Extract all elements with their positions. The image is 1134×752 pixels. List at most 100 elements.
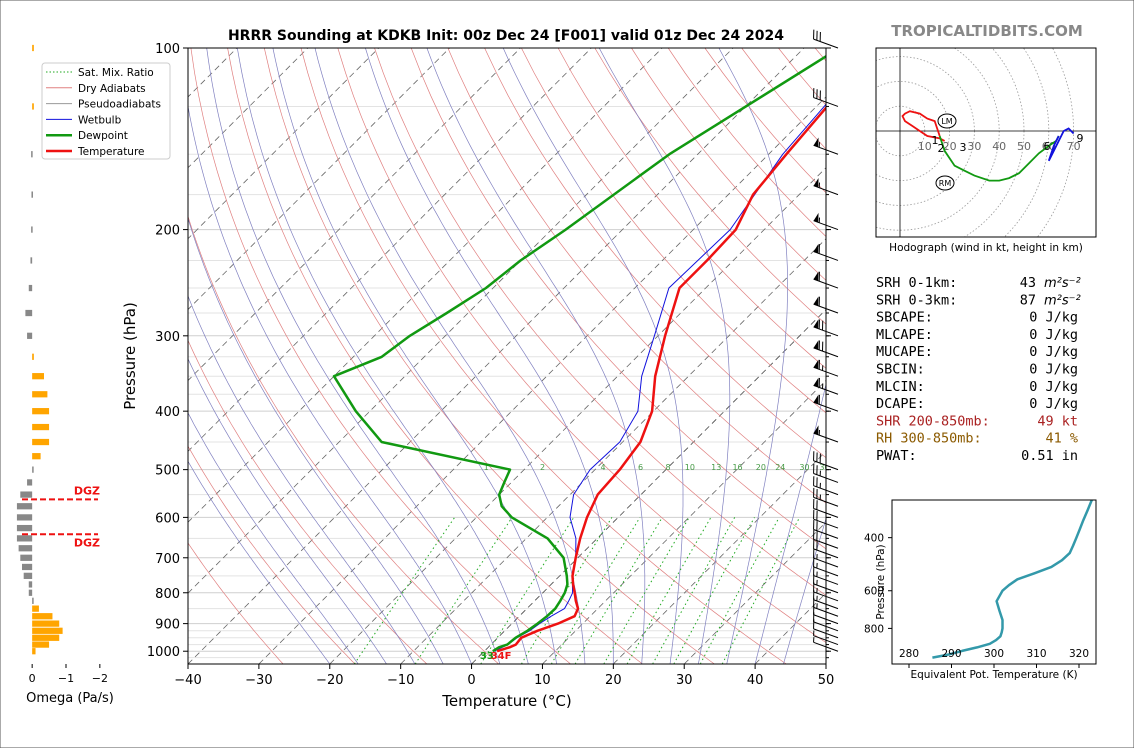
x-tick-label: −30: [245, 673, 272, 688]
omega-bar: [20, 555, 32, 561]
x-tick-label: 50: [818, 673, 835, 688]
omega-bar: [31, 151, 33, 157]
theta-e-x-label: Equivalent Pot. Temperature (K): [910, 669, 1077, 681]
index-unit: m²s⁻²: [1044, 276, 1081, 291]
brand-watermark: TROPICALTIDBITS.COM: [891, 22, 1083, 40]
index-value: 0 J/kg: [1029, 379, 1078, 395]
y-tick-label: 300: [155, 330, 180, 345]
index-value: 87: [1020, 292, 1036, 308]
omega-bar: [17, 535, 32, 541]
index-label: SHR 200-850mb:: [876, 413, 990, 429]
omega-bar: [32, 635, 59, 641]
omega-bar: [19, 545, 33, 551]
omega-bar: [32, 641, 49, 647]
theta-e-y-tick-label: 800: [864, 623, 884, 635]
index-label: PWAT:: [876, 448, 917, 464]
y-axis-label: Pressure (hPa): [121, 302, 139, 410]
x-tick-label: 10: [534, 673, 551, 688]
legend-label: Sat. Mix. Ratio: [78, 67, 154, 79]
y-tick-label: 700: [155, 552, 180, 567]
mixing-ratio-label: 2: [540, 463, 545, 472]
x-tick-label: 0: [467, 673, 475, 688]
index-unit: m²s⁻²: [1044, 293, 1081, 308]
omega-bar: [17, 503, 32, 509]
omega-bar: [29, 590, 32, 596]
dgz-label: DGZ: [74, 484, 100, 497]
y-tick-label: 400: [155, 405, 180, 420]
theta-e-y-label: Pressure (hPa): [875, 544, 887, 619]
theta-e-x-tick-label: 310: [1026, 648, 1046, 660]
index-label: RH 300-850mb:: [876, 431, 982, 447]
omega-bar: [22, 564, 32, 570]
omega-bar: [17, 514, 32, 520]
legend-label: Dry Adiabats: [78, 83, 146, 95]
mixing-ratio-label: 4: [601, 463, 606, 472]
omega-bar: [32, 373, 44, 379]
mixing-ratio-label: 20: [756, 463, 766, 472]
y-tick-label: 900: [155, 618, 180, 633]
omega-bar: [32, 628, 62, 634]
mixing-ratio-label: 16: [732, 463, 742, 472]
omega-bar: [29, 581, 32, 587]
theta-e-y-tick-label: 400: [864, 533, 884, 545]
y-tick-label: 200: [155, 224, 180, 239]
y-tick-label: 100: [155, 42, 180, 57]
hodo-height-label: 3: [960, 141, 967, 154]
omega-bar: [32, 453, 40, 459]
x-tick-label: 40: [747, 673, 764, 688]
omega-bar: [32, 424, 49, 430]
omega-bar: [32, 354, 34, 360]
index-value: 0 J/kg: [1029, 310, 1078, 326]
omega-bar: [32, 467, 34, 473]
x-tick-label: 30: [676, 673, 693, 688]
hodo-ring-label: 50: [1017, 140, 1031, 153]
x-tick-label: −20: [316, 673, 343, 688]
x-tick-label: −10: [387, 673, 414, 688]
index-value: 49 kt: [1037, 413, 1078, 429]
hodo-ring-label: 40: [992, 140, 1006, 153]
theta-e-x-tick-label: 300: [984, 648, 1004, 660]
index-value: 0 J/kg: [1029, 362, 1078, 378]
omega-bar: [31, 191, 32, 197]
mixing-ratio-label: 10: [685, 463, 695, 472]
dgz-label: DGZ: [74, 536, 100, 549]
omega-bar: [24, 573, 32, 579]
legend: Sat. Mix. Ratio Dry Adiabats Pseudoadiabat…: [42, 63, 170, 159]
y-tick-label: 800: [155, 587, 180, 602]
index-label: SBCIN:: [876, 362, 925, 378]
mixing-ratio-label: 24: [775, 463, 785, 472]
legend-label: Dewpoint: [78, 130, 128, 142]
legend-label: Wetbulb: [78, 114, 122, 126]
omega-axis-label: Omega (Pa/s): [26, 691, 114, 706]
index-value: 41 %: [1045, 431, 1078, 447]
omega-tick-label: 0: [29, 672, 36, 685]
omega-bar: [30, 257, 32, 263]
y-tick-label: 600: [155, 511, 180, 526]
index-value: 0 J/kg: [1029, 344, 1078, 360]
omega-bar: [20, 491, 32, 497]
mixing-ratio-label: 13: [711, 463, 721, 472]
theta-e-x-tick-label: 320: [1069, 648, 1089, 660]
theta-e-x-tick-label: 290: [941, 648, 961, 660]
omega-bar: [32, 439, 49, 445]
surface-temp-label: 34F: [491, 651, 512, 662]
omega-bar: [32, 408, 49, 414]
omega-bar: [32, 45, 34, 51]
omega-bar: [31, 226, 33, 232]
hodo-ring-label: 30: [967, 140, 981, 153]
index-label: MUCAPE:: [876, 344, 933, 360]
x-tick-label: 20: [605, 673, 622, 688]
mixing-ratio-label: 30: [799, 463, 809, 472]
legend-label: Pseudoadiabats: [78, 99, 161, 111]
omega-bar: [25, 310, 32, 316]
omega-bar: [27, 479, 32, 485]
index-value: 0 J/kg: [1029, 327, 1078, 343]
omega-tick-label: −1: [58, 672, 74, 685]
index-label: SBCAPE:: [876, 310, 933, 326]
omega-bar: [27, 333, 32, 339]
x-tick-label: −40: [174, 673, 201, 688]
omega-bar: [32, 648, 35, 654]
legend-label: Temperature: [77, 146, 145, 158]
